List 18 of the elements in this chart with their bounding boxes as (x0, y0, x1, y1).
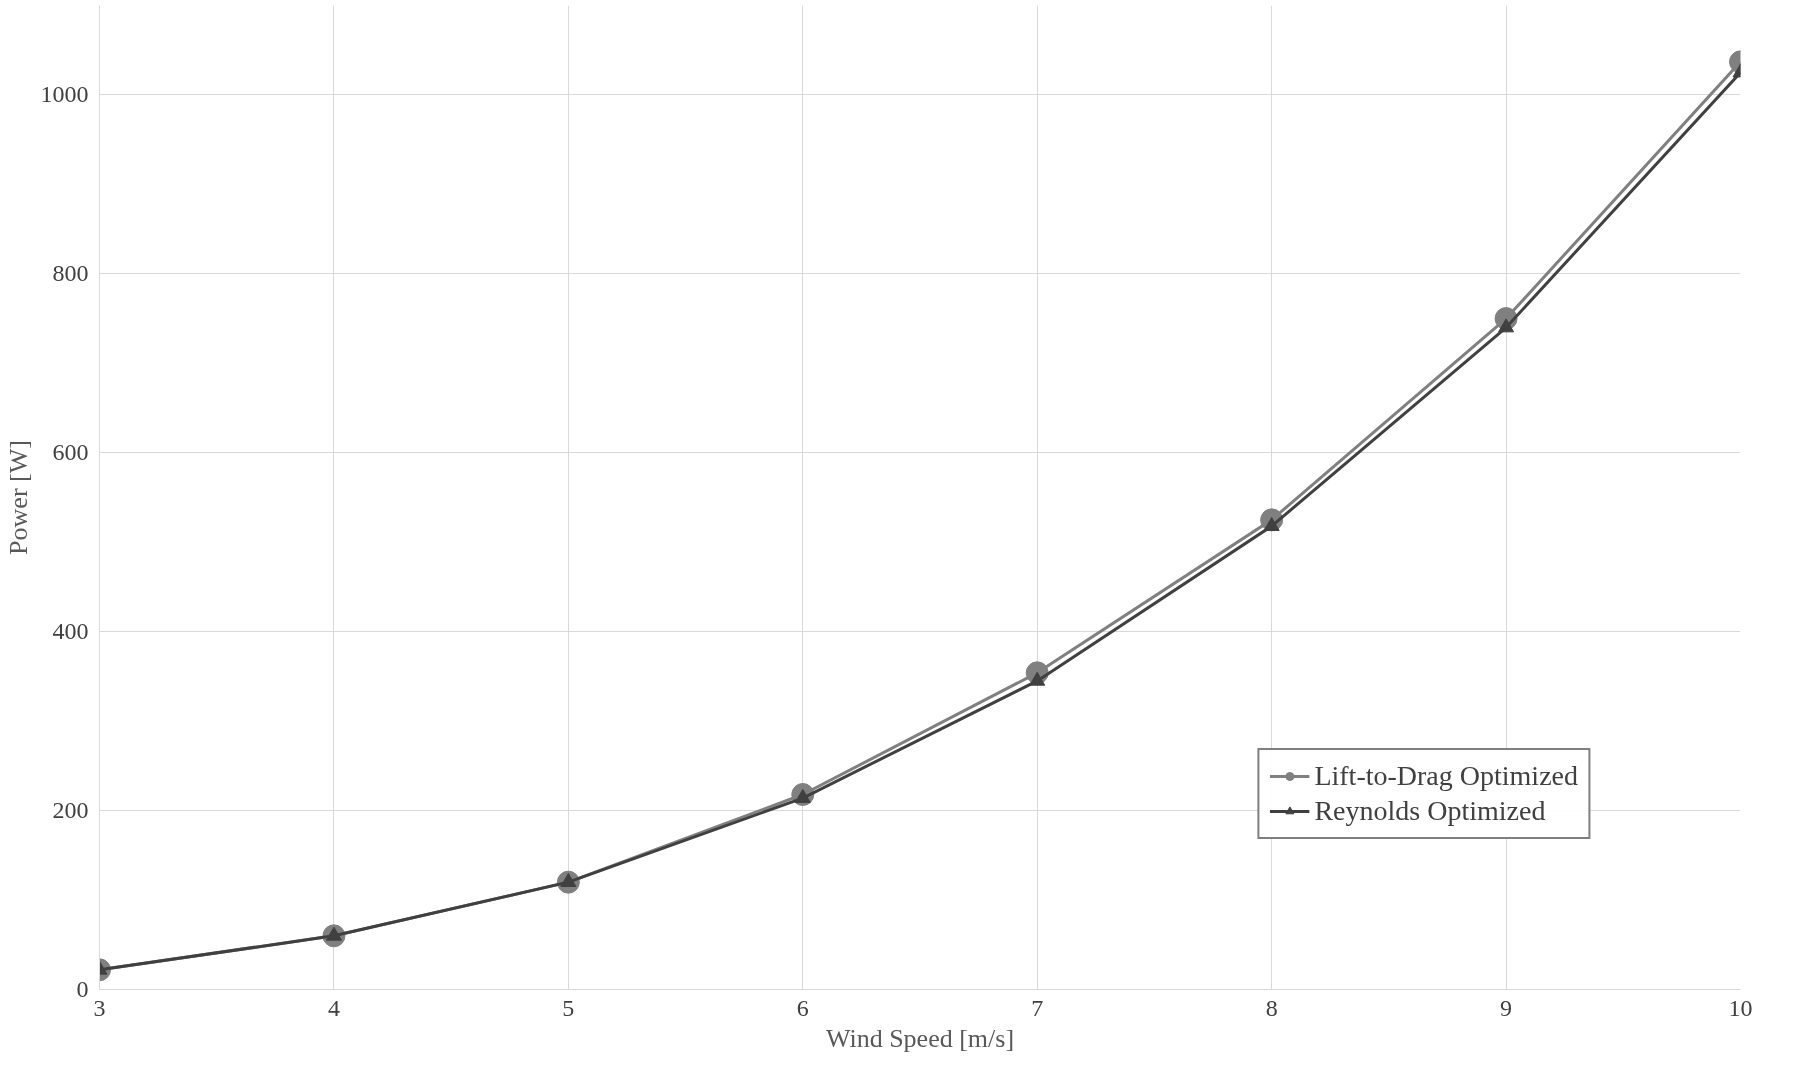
y-tick-label: 400 (52, 618, 89, 645)
x-tick-label: 10 (1728, 994, 1753, 1021)
y-tick-label: 600 (52, 439, 89, 466)
x-tick-label: 6 (796, 994, 809, 1021)
y-tick-label: 800 (52, 260, 89, 287)
y-tick-label: 200 (52, 797, 89, 824)
x-tick-label: 8 (1265, 994, 1278, 1021)
x-tick-label: 5 (562, 994, 575, 1021)
x-tick-label: 4 (327, 994, 340, 1021)
legend-label: Reynolds Optimized (1314, 795, 1546, 827)
y-axis-title: Power [W] (3, 440, 33, 555)
x-tick-label: 3 (93, 994, 106, 1021)
x-tick-label: 7 (1031, 994, 1044, 1021)
x-tick-label: 9 (1500, 994, 1513, 1021)
x-axis-title: Wind Speed [m/s] (825, 1023, 1015, 1053)
y-tick-label: 0 (76, 976, 89, 1002)
y-tick-label: 1000 (40, 81, 89, 108)
legend-label: Lift-to-Drag Optimized (1314, 760, 1578, 792)
